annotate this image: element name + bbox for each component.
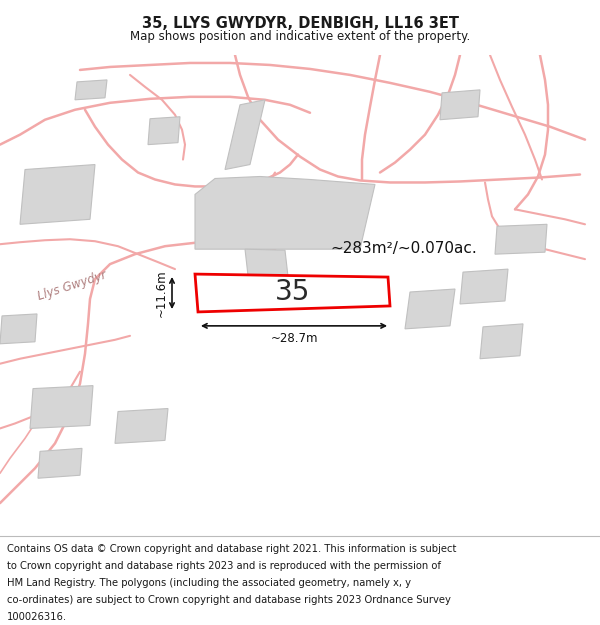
Polygon shape	[195, 274, 390, 312]
Polygon shape	[195, 176, 375, 249]
Polygon shape	[405, 289, 455, 329]
Polygon shape	[460, 269, 508, 304]
Polygon shape	[38, 448, 82, 478]
Text: co-ordinates) are subject to Crown copyright and database rights 2023 Ordnance S: co-ordinates) are subject to Crown copyr…	[7, 595, 451, 605]
Text: ~28.7m: ~28.7m	[270, 332, 318, 345]
Text: 35, LLYS GWYDYR, DENBIGH, LL16 3ET: 35, LLYS GWYDYR, DENBIGH, LL16 3ET	[142, 16, 458, 31]
Text: 35: 35	[275, 278, 310, 306]
Text: Contains OS data © Crown copyright and database right 2021. This information is : Contains OS data © Crown copyright and d…	[7, 544, 457, 554]
Polygon shape	[20, 164, 95, 224]
Polygon shape	[75, 80, 107, 100]
Text: ~283m²/~0.070ac.: ~283m²/~0.070ac.	[330, 241, 477, 256]
Text: to Crown copyright and database rights 2023 and is reproduced with the permissio: to Crown copyright and database rights 2…	[7, 561, 441, 571]
Polygon shape	[148, 117, 180, 144]
Text: HM Land Registry. The polygons (including the associated geometry, namely x, y: HM Land Registry. The polygons (includin…	[7, 578, 411, 588]
Polygon shape	[440, 90, 480, 120]
Text: 100026316.: 100026316.	[7, 612, 67, 622]
Polygon shape	[225, 100, 265, 169]
Text: Llys Gwydyr: Llys Gwydyr	[36, 269, 108, 303]
Text: Map shows position and indicative extent of the property.: Map shows position and indicative extent…	[130, 30, 470, 43]
Text: ~11.6m: ~11.6m	[155, 269, 168, 317]
Polygon shape	[245, 249, 290, 294]
Polygon shape	[480, 324, 523, 359]
Polygon shape	[30, 386, 93, 429]
Polygon shape	[115, 409, 168, 443]
Polygon shape	[0, 314, 37, 344]
Polygon shape	[495, 224, 547, 254]
